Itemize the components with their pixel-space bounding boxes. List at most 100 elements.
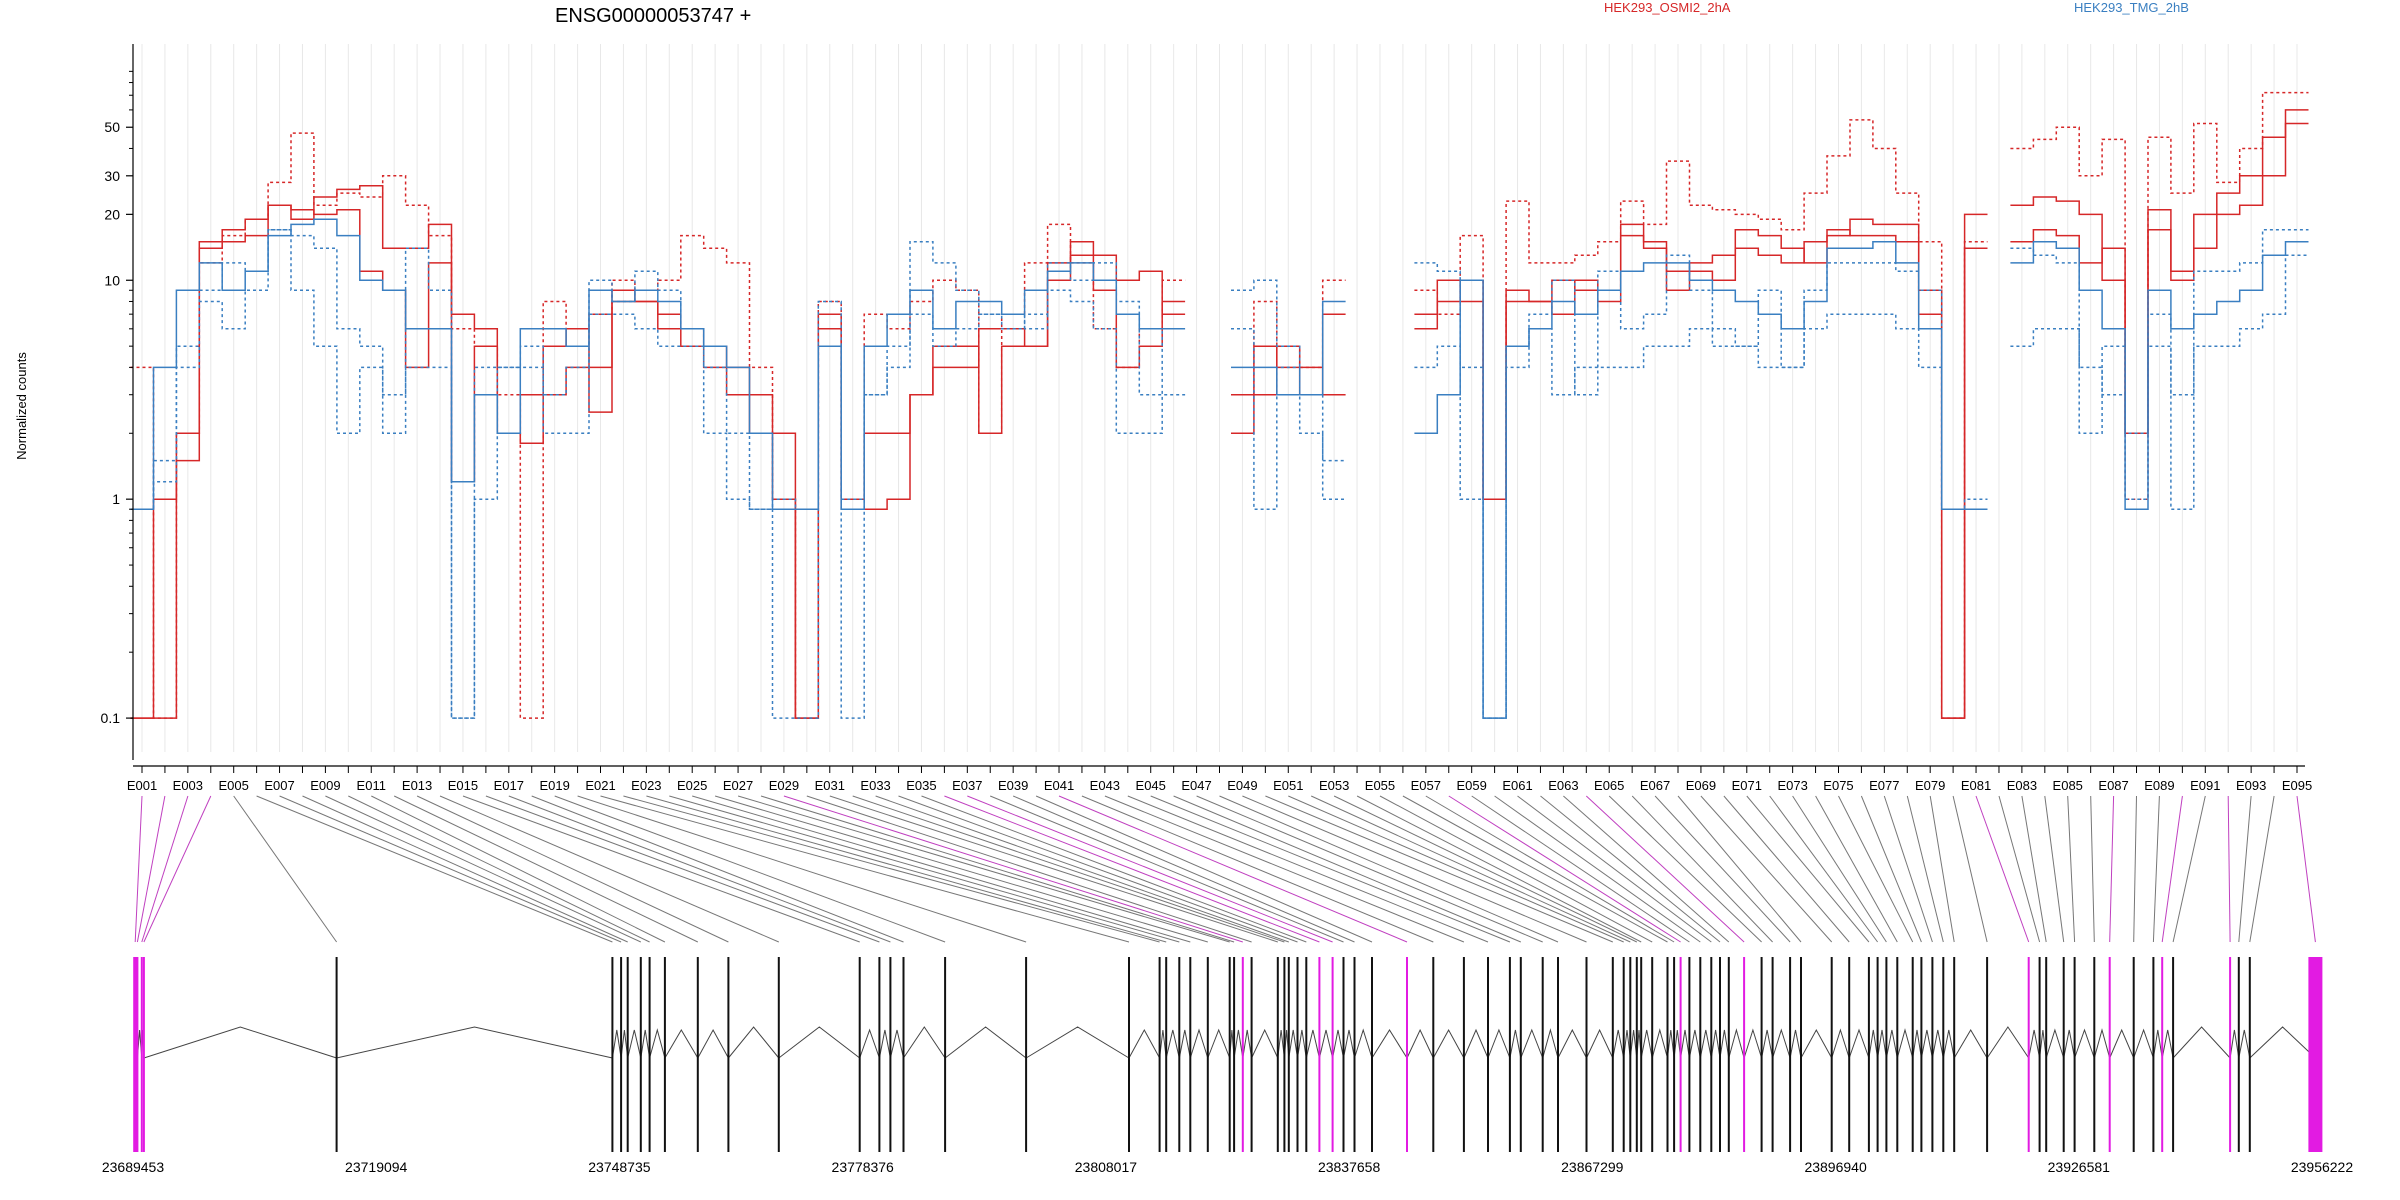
exon-block bbox=[1640, 957, 1643, 1152]
exon-block bbox=[1233, 957, 1236, 1152]
exon-block bbox=[1287, 957, 1290, 1152]
exon-block bbox=[1719, 957, 1721, 1152]
x-tick-label: E085 bbox=[2053, 778, 2083, 793]
legend-label-osmi2: HEK293_OSMI2_2hA bbox=[1604, 0, 1731, 15]
exon-block bbox=[1651, 957, 1654, 1152]
exon-connector bbox=[990, 795, 1344, 943]
genomic-coordinate-label: 23748735 bbox=[588, 1159, 651, 1175]
exon-connector bbox=[1769, 795, 1879, 943]
exon-connectors bbox=[134, 795, 2316, 943]
exon-block bbox=[1371, 957, 1373, 1152]
x-tick-label: E093 bbox=[2236, 778, 2266, 793]
x-tick-label: E079 bbox=[1915, 778, 1945, 793]
exon-connector bbox=[1058, 795, 1408, 943]
exon-connector bbox=[806, 795, 1252, 943]
x-tick-label: E009 bbox=[310, 778, 340, 793]
exon-connector bbox=[1906, 795, 1944, 943]
x-tick-label: E037 bbox=[952, 778, 982, 793]
exon-block bbox=[1635, 957, 1638, 1152]
exon-connector bbox=[852, 795, 1285, 943]
series-line-4 bbox=[130, 229, 2309, 719]
exon-connector bbox=[325, 795, 642, 943]
exon-block bbox=[1296, 957, 1299, 1152]
exon-block bbox=[1508, 957, 1511, 1152]
exon-connector bbox=[1242, 795, 1587, 943]
exon-connector bbox=[554, 795, 946, 943]
exon-block bbox=[889, 957, 892, 1152]
exon-connector bbox=[1517, 795, 1712, 943]
exon-block bbox=[2248, 957, 2251, 1152]
exon-connector bbox=[1952, 795, 1988, 943]
exon-connector bbox=[141, 795, 189, 943]
exon-connector bbox=[1815, 795, 1898, 943]
exon-connector bbox=[1883, 795, 1933, 943]
exon-block bbox=[1629, 957, 1632, 1152]
y-tick-label: 10 bbox=[104, 272, 120, 288]
exon-block bbox=[1557, 957, 1559, 1152]
x-tick-label: E091 bbox=[2190, 778, 2220, 793]
exon-block bbox=[140, 957, 143, 1152]
x-ticks: E001 E003 E005 E007 E009 E011 E013 E015 E017 E019… bbox=[127, 766, 2312, 793]
exon-block bbox=[1206, 957, 1209, 1152]
exon-block bbox=[1585, 957, 1588, 1152]
exon-connector bbox=[1196, 795, 1543, 943]
exon-block bbox=[1688, 957, 1691, 1152]
exon-connector bbox=[1333, 795, 1638, 943]
exon-block bbox=[1789, 957, 1792, 1152]
genomic-coordinate-label: 23896940 bbox=[1804, 1159, 1867, 1175]
chart-title: ENSG00000053747 + bbox=[555, 5, 751, 27]
exon-connector bbox=[1723, 795, 1850, 943]
exon-block bbox=[1896, 957, 1899, 1152]
exon-block bbox=[1276, 957, 1279, 1152]
exon-connector bbox=[1448, 795, 1681, 943]
exon-block bbox=[1305, 957, 1308, 1152]
x-tick-label: E071 bbox=[1732, 778, 1762, 793]
x-tick-label: E065 bbox=[1594, 778, 1624, 793]
exon-block bbox=[1931, 957, 1934, 1152]
exon-block bbox=[1885, 957, 1888, 1152]
exon-block bbox=[902, 957, 905, 1152]
genomic-coordinate-label: 23867299 bbox=[1561, 1159, 1624, 1175]
x-tick-label: E013 bbox=[402, 778, 432, 793]
x-tick-label: E027 bbox=[723, 778, 753, 793]
series-line-5 bbox=[130, 229, 2309, 719]
genomic-coordinate-label: 23808017 bbox=[1075, 1159, 1138, 1175]
x-tick-label: E075 bbox=[1823, 778, 1853, 793]
genomic-coordinate-label: 23719094 bbox=[345, 1159, 408, 1175]
exon-block bbox=[1406, 957, 1408, 1152]
exon-block bbox=[1178, 957, 1181, 1152]
exon-block bbox=[2045, 957, 2048, 1152]
exon-block bbox=[136, 957, 139, 1152]
exon-connector bbox=[1013, 795, 1355, 943]
series-line-6 bbox=[130, 218, 2309, 719]
exon-block bbox=[2027, 957, 2030, 1152]
exon-block bbox=[1986, 957, 1989, 1152]
x-tick-label: E035 bbox=[906, 778, 936, 793]
series-layer bbox=[130, 91, 2309, 719]
x-gridlines bbox=[141, 44, 2298, 752]
exon-connector bbox=[2249, 795, 2275, 943]
exon-block bbox=[2073, 957, 2076, 1152]
exon-connector bbox=[348, 795, 650, 943]
exon-block bbox=[1942, 957, 1945, 1152]
exon-connector bbox=[1288, 795, 1624, 943]
exon-connector bbox=[134, 795, 143, 943]
exon-block bbox=[1128, 957, 1130, 1152]
exon-connector bbox=[1838, 795, 1914, 943]
exon-block bbox=[1679, 957, 1682, 1152]
genomic-coordinate-label: 23926581 bbox=[2048, 1159, 2111, 1175]
exon-block bbox=[133, 957, 138, 1152]
exon-connector bbox=[1677, 795, 1802, 943]
genomic-coordinate-label: 23689453 bbox=[102, 1159, 165, 1175]
exon-block bbox=[2237, 957, 2240, 1152]
exon-block bbox=[1848, 957, 1851, 1152]
exon-connector bbox=[1929, 795, 1955, 943]
exon-connector bbox=[1585, 795, 1745, 943]
x-tick-label: E095 bbox=[2282, 778, 2312, 793]
exon-block bbox=[1760, 957, 1763, 1152]
exon-connector bbox=[967, 795, 1333, 943]
x-tick-label: E055 bbox=[1365, 778, 1395, 793]
x-tick-label: E087 bbox=[2098, 778, 2128, 793]
x-tick-label: E089 bbox=[2144, 778, 2174, 793]
